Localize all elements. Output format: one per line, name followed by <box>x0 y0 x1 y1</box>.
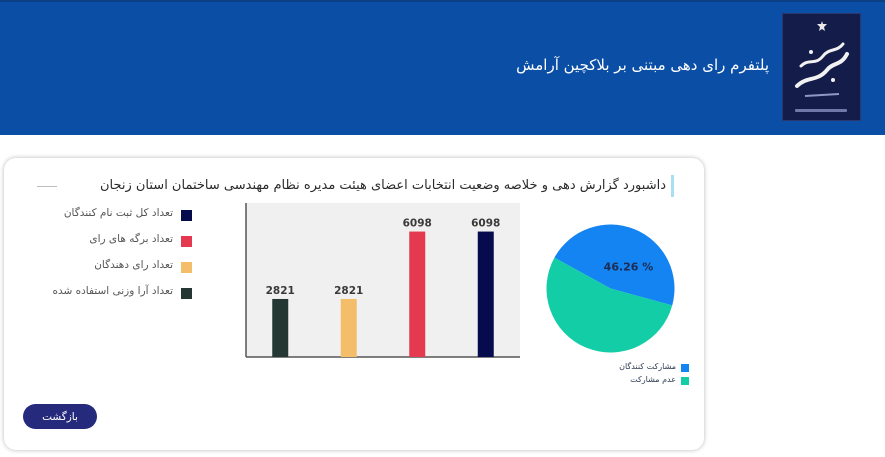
pie-legend-item: عدم مشارکت <box>574 375 689 388</box>
bar-value-label: 6098 <box>403 218 432 230</box>
dashboard-card: داشبورد گزارش دهی و خلاصه وضعیت انتخابات… <box>4 158 704 450</box>
pie-legend: مشارکت کنندگان عدم مشارکت <box>574 362 689 388</box>
bar-legend: تعداد کل ثبت نام کنندگان تعداد برگه های … <box>52 207 192 311</box>
title-rule <box>37 186 57 187</box>
legend-label: تعداد کل ثبت نام کنندگان <box>63 207 173 219</box>
pie-legend-swatch <box>681 377 689 385</box>
dashboard-title: داشبورد گزارش دهی و خلاصه وضعیت انتخابات… <box>99 178 666 193</box>
election-logo <box>782 13 861 121</box>
back-button[interactable]: بازگشت <box>23 404 97 429</box>
legend-item: تعداد رای دهندگان <box>52 259 192 285</box>
legend-swatch <box>181 236 192 247</box>
pie-legend-label: مشارکت کنندگان <box>619 362 676 371</box>
bar <box>272 298 289 357</box>
legend-swatch <box>181 210 192 221</box>
bar <box>340 298 357 357</box>
pie-percent-label: 46.26 % <box>604 261 654 274</box>
legend-swatch <box>181 288 192 299</box>
legend-swatch <box>181 262 192 273</box>
app-title: پلتفرم رای دهی مبتنی بر بلاکچین آرامش <box>516 56 769 74</box>
app-header: پلتفرم رای دهی مبتنی بر بلاکچین آرامش <box>0 0 885 135</box>
logo-footer-text <box>795 109 847 112</box>
plot-area <box>246 203 520 357</box>
title-accent-bar <box>671 175 674 197</box>
legend-label: تعداد برگه های رای <box>89 233 173 245</box>
bar <box>477 231 494 357</box>
pie-legend-swatch <box>681 364 689 372</box>
bar-value-label: 2821 <box>334 285 363 297</box>
bar-chart: 2821 2821 6098 6098 <box>245 203 520 358</box>
legend-label: تعداد آرا وزنی استفاده شده <box>52 285 173 297</box>
pie-slice <box>554 224 675 306</box>
legend-item: تعداد آرا وزنی استفاده شده <box>52 285 192 311</box>
logo-calligraphy-icon <box>795 42 849 97</box>
pie-legend-item: مشارکت کنندگان <box>574 362 689 375</box>
pie-legend-label: عدم مشارکت <box>630 375 676 384</box>
pie-slice <box>546 257 673 353</box>
header-top-border <box>0 0 885 2</box>
legend-label: تعداد رای دهندگان <box>94 259 173 271</box>
bar-value-label: 6098 <box>471 218 500 230</box>
bar-value-label: 2821 <box>266 285 295 297</box>
legend-item: تعداد کل ثبت نام کنندگان <box>52 207 192 233</box>
participation-pie-chart: 46.26 % <box>546 224 675 353</box>
national-emblem-icon <box>817 21 827 31</box>
bar <box>409 231 426 357</box>
legend-item: تعداد برگه های رای <box>52 233 192 259</box>
